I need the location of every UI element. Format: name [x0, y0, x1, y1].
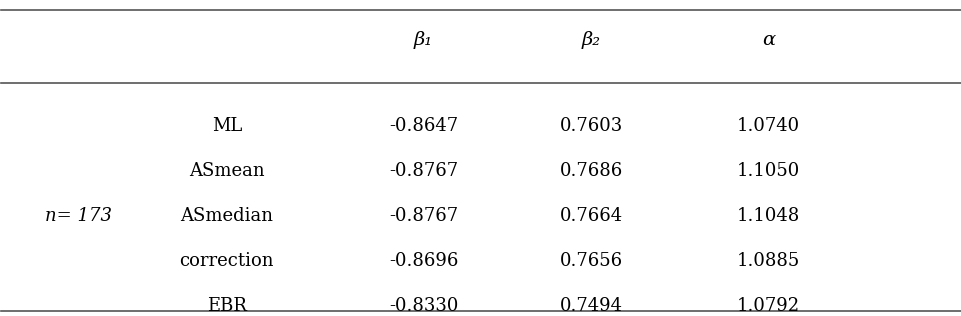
Text: -0.8767: -0.8767 — [388, 162, 457, 180]
Text: 1.1050: 1.1050 — [736, 162, 800, 180]
Text: -0.8696: -0.8696 — [388, 252, 457, 270]
Text: ASmedian: ASmedian — [180, 207, 273, 225]
Text: ASmean: ASmean — [188, 162, 264, 180]
Text: 0.7664: 0.7664 — [559, 207, 622, 225]
Text: 1.0740: 1.0740 — [736, 117, 800, 135]
Text: α: α — [761, 32, 775, 50]
Text: 0.7656: 0.7656 — [559, 252, 622, 270]
Text: 0.7603: 0.7603 — [559, 117, 623, 135]
Text: ML: ML — [211, 117, 241, 135]
Text: β₂: β₂ — [581, 32, 601, 50]
Text: 0.7494: 0.7494 — [559, 297, 622, 315]
Text: correction: correction — [180, 252, 274, 270]
Text: β₁: β₁ — [413, 32, 432, 50]
Text: 1.1048: 1.1048 — [736, 207, 800, 225]
Text: EBR: EBR — [207, 297, 246, 315]
Text: 1.0885: 1.0885 — [736, 252, 800, 270]
Text: -0.8767: -0.8767 — [388, 207, 457, 225]
Text: 0.7686: 0.7686 — [559, 162, 623, 180]
Text: 1.0792: 1.0792 — [736, 297, 800, 315]
Text: n= 173: n= 173 — [44, 207, 111, 225]
Text: -0.8647: -0.8647 — [388, 117, 457, 135]
Text: -0.8330: -0.8330 — [388, 297, 457, 315]
